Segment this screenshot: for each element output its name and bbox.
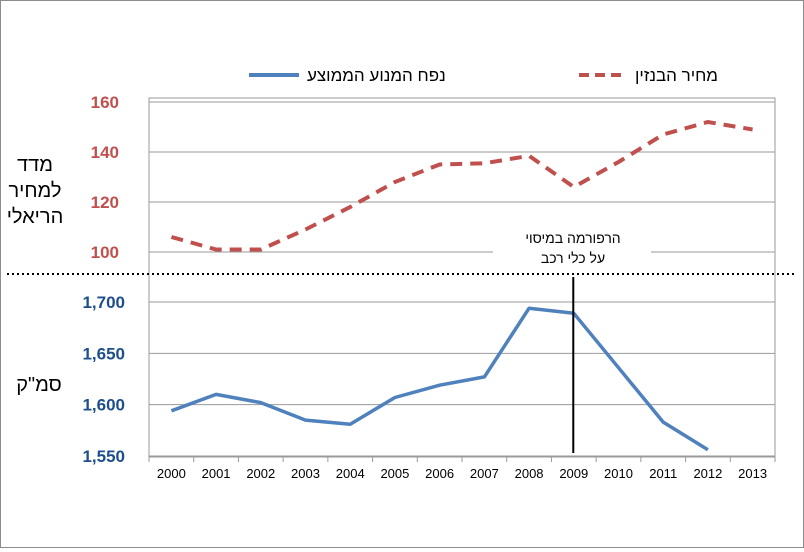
bottom-axis-ticks: 1,550 1,600 1,650 1,700 bbox=[82, 293, 125, 466]
x-axis-tick-label: 2000 bbox=[157, 466, 186, 481]
x-axis-tick-label: 2012 bbox=[693, 466, 722, 481]
x-axis-tick-label: 2009 bbox=[559, 466, 588, 481]
top-axis-title-line-1: מדד bbox=[17, 154, 53, 176]
series-fuel-price-line bbox=[170, 119, 753, 252]
bottom-axis-tick-label: 1,550 bbox=[82, 447, 125, 466]
x-axis-tick-label: 2003 bbox=[291, 466, 320, 481]
legend: מחיר הבנזין נפח המנוע הממוצע bbox=[249, 66, 718, 85]
x-axis-tick-label: 2010 bbox=[604, 466, 633, 481]
x-axis-tick-label: 2005 bbox=[380, 466, 409, 481]
x-axis-tick-label: 2011 bbox=[649, 466, 677, 481]
x-axis-ticks: 2000 2001 2002 2003 2004 2005 2006 2007 2008 2009… bbox=[148, 457, 776, 481]
top-axis-tick-label: 120 bbox=[91, 193, 119, 212]
reform-annotation: הרפורמה במיסוי על כלי רכב bbox=[493, 225, 651, 453]
bottom-axis-title: סמ"ק bbox=[16, 374, 62, 396]
x-axis-tick-label: 2006 bbox=[425, 466, 454, 481]
top-axis-tick-label: 100 bbox=[91, 243, 119, 262]
top-axis-title-line-3: הריאלי bbox=[7, 206, 64, 228]
x-axis-tick-label: 2001 bbox=[202, 466, 231, 481]
top-axis-tick-label: 160 bbox=[91, 93, 119, 112]
annotation-line-1: הרפורמה במיסוי bbox=[525, 230, 620, 246]
annotation-background bbox=[493, 225, 651, 271]
x-axis-tick-label: 2002 bbox=[246, 466, 275, 481]
series-engine-volume-line bbox=[170, 306, 709, 452]
legend-label-engine-volume: נפח המנוע הממוצע bbox=[307, 66, 446, 85]
top-axis-title-line-2: למחיר bbox=[9, 180, 62, 202]
annotation-line-2: על כלי רכב bbox=[541, 250, 605, 266]
x-axis-tick-label: 2008 bbox=[515, 466, 544, 481]
x-axis-tick-label: 2007 bbox=[470, 466, 499, 481]
bottom-axis-tick-label: 1,700 bbox=[82, 293, 125, 312]
x-axis-tick-label: 2004 bbox=[336, 466, 365, 481]
x-axis-tick-label: 2013 bbox=[738, 466, 767, 481]
legend-label-fuel-price: מחיר הבנזין bbox=[635, 66, 718, 85]
bottom-axis-tick-label: 1,650 bbox=[82, 344, 125, 363]
top-axis-ticks: 100 120 140 160 bbox=[91, 93, 119, 262]
gridlines bbox=[149, 101, 775, 457]
top-axis-tick-label: 140 bbox=[91, 143, 119, 162]
top-axis-title: מדד למחיר הריאלי bbox=[7, 154, 64, 228]
bottom-axis-tick-label: 1,600 bbox=[82, 396, 125, 415]
